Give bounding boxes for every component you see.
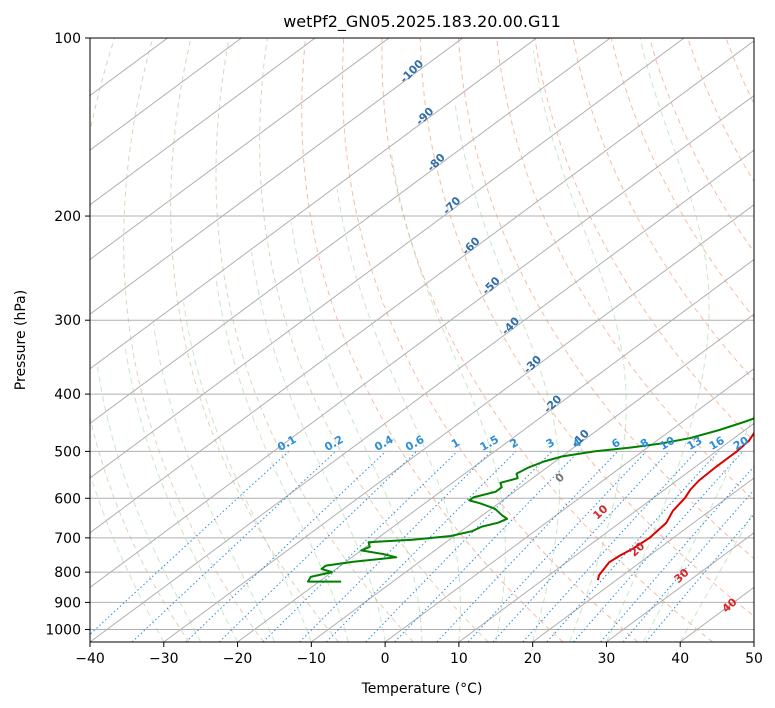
mixing-ratio-line bbox=[394, 451, 580, 642]
moist-adiabat bbox=[215, 278, 349, 642]
dry-adiabat bbox=[90, 38, 190, 642]
x-tick-label: 30 bbox=[598, 651, 616, 667]
y-axis-label: Pressure (hPa) bbox=[13, 290, 29, 390]
moist-adiabat bbox=[390, 150, 506, 642]
x-axis-label: Temperature (°C) bbox=[361, 681, 483, 697]
dry-adiabat bbox=[123, 38, 265, 642]
isotherm bbox=[90, 38, 242, 151]
x-tick-label: −40 bbox=[75, 651, 105, 667]
mixing-ratio-line bbox=[185, 451, 387, 642]
isotherm bbox=[90, 38, 685, 479]
dewpoint-profile-line bbox=[307, 417, 754, 583]
y-tick-label: 800 bbox=[54, 565, 81, 581]
isotherm bbox=[90, 38, 611, 425]
mixing-ratio-line bbox=[436, 451, 619, 642]
mixing-ratio-line bbox=[90, 451, 290, 636]
y-tick-label: 200 bbox=[54, 209, 81, 225]
moist-adiabat bbox=[454, 105, 561, 642]
x-tick-label: 40 bbox=[671, 651, 689, 667]
y-axis: 100 200 300 400 500 600 700 800 900 1000 bbox=[45, 31, 90, 638]
moist-adiabat bbox=[642, 413, 754, 642]
dry-adiabat bbox=[419, 38, 754, 617]
mixing-ratio-line bbox=[326, 451, 517, 642]
moist-adiabat bbox=[250, 251, 386, 642]
isotherm bbox=[90, 149, 754, 642]
x-tick-label: 0 bbox=[381, 651, 390, 667]
x-tick-label: 50 bbox=[745, 651, 763, 667]
isotherm bbox=[90, 38, 464, 315]
y-tick-label: 500 bbox=[54, 444, 81, 460]
moist-adiabat bbox=[153, 324, 275, 642]
x-tick-label: −20 bbox=[223, 651, 253, 667]
y-tick-label: 700 bbox=[54, 531, 81, 547]
y-tick-label: 1000 bbox=[45, 622, 81, 638]
isotherm bbox=[90, 38, 390, 261]
mixing-ratio-line bbox=[299, 451, 492, 642]
dry-adiabat bbox=[534, 38, 754, 442]
isotherm bbox=[90, 38, 316, 206]
isotherm bbox=[532, 477, 754, 642]
isotherm bbox=[90, 94, 754, 588]
x-axis: −40 −30 −20 −10 0 10 20 30 40 50 bbox=[75, 642, 763, 667]
mixing-ratio-line bbox=[365, 451, 553, 642]
x-tick-label: 10 bbox=[450, 651, 468, 667]
x-tick-label: −10 bbox=[297, 651, 327, 667]
dry-adiabat bbox=[572, 38, 754, 382]
mixing-ratio-line bbox=[573, 451, 744, 642]
dry-adiabat bbox=[259, 38, 489, 642]
moist-adiabat bbox=[532, 50, 627, 642]
y-tick-label: 400 bbox=[54, 387, 81, 403]
y-tick-label: 900 bbox=[54, 595, 81, 611]
x-tick-label: 20 bbox=[524, 651, 542, 667]
mixing-ratio-line bbox=[522, 451, 697, 642]
mixing-ratio-line bbox=[467, 451, 647, 642]
isotherm bbox=[163, 204, 754, 642]
isotherm bbox=[90, 40, 754, 534]
y-tick-label: 300 bbox=[54, 313, 81, 329]
y-tick-label: 100 bbox=[54, 31, 81, 47]
moist-adiabat bbox=[183, 302, 312, 642]
moist-adiabat bbox=[90, 471, 165, 642]
moist-adiabat bbox=[290, 222, 423, 642]
isotherm bbox=[458, 422, 754, 642]
dry-adiabat bbox=[301, 38, 564, 642]
plot-frame bbox=[89, 37, 755, 643]
dry-adiabat bbox=[610, 38, 754, 319]
dry-adiabat bbox=[341, 38, 639, 642]
isotherm bbox=[311, 313, 754, 642]
mixing-ratio-line bbox=[546, 451, 719, 642]
chart-title: wetPf2_GN05.2025.183.20.00.G11 bbox=[283, 12, 561, 32]
isotherm bbox=[90, 38, 537, 370]
isotherm bbox=[384, 368, 754, 642]
mixing-ratio-line bbox=[492, 451, 670, 642]
y-tick-label: 600 bbox=[54, 491, 81, 507]
isotherm bbox=[606, 532, 754, 642]
temperature-profile-line bbox=[596, 431, 754, 581]
moist-adiabat bbox=[97, 366, 202, 642]
dry-adiabat bbox=[457, 38, 754, 560]
moist-adiabat bbox=[124, 344, 239, 642]
x-tick-label: −30 bbox=[149, 651, 179, 667]
mixing-ratio-line bbox=[262, 451, 458, 642]
